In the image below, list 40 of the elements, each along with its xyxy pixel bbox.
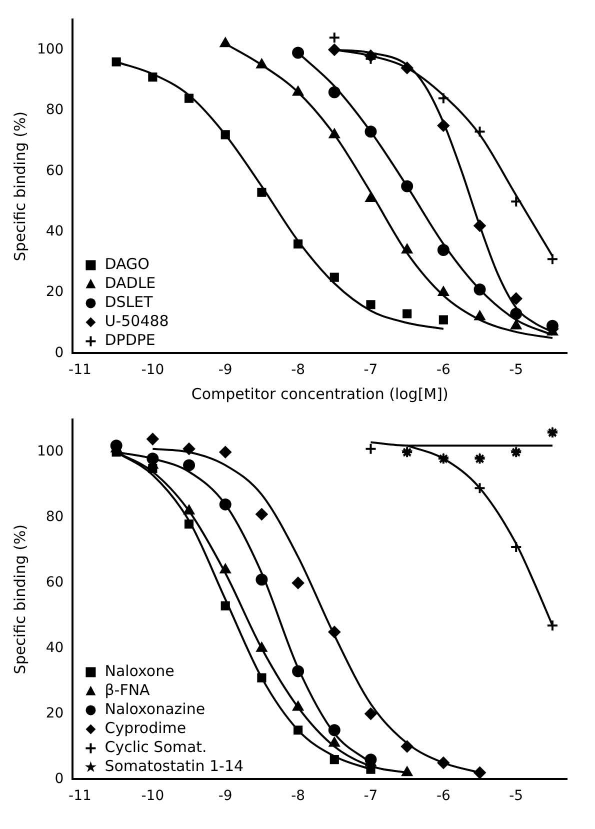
x-tick-label: -10 [141, 362, 164, 378]
y-tick-label: 40 [46, 223, 64, 240]
y-tick-label: 60 [46, 574, 64, 591]
legend-label: Cyprodime [104, 719, 186, 738]
x-tick-label: -6 [436, 788, 450, 804]
legend-label: DPDPE [104, 331, 156, 350]
x-tick-label: -7 [364, 362, 378, 378]
x-tick-label: -5 [509, 788, 524, 804]
x-tick-label: -11 [68, 788, 92, 804]
x-tick-label: -10 [141, 788, 164, 804]
legend-label: DADLE [104, 274, 156, 292]
legend-label: Naloxonazine [104, 700, 206, 718]
legend-label: Naloxone [104, 662, 174, 680]
y-tick-label: 0 [54, 344, 64, 361]
legend-label: Somatostatin 1-14 [104, 757, 244, 776]
x-tick-label: -9 [218, 362, 232, 378]
y-tick-label: 20 [46, 705, 64, 722]
x-tick-label: -8 [291, 362, 306, 378]
y-tick-label: 100 [36, 41, 64, 58]
x-axis-title: Competitor concentration (log[M]) [191, 384, 448, 403]
legend-label: U-50488 [104, 312, 169, 330]
x-tick-label: -9 [218, 788, 232, 804]
legend-label: β-FNA [104, 681, 151, 700]
legend-label: DSLET [104, 293, 154, 312]
y-tick-label: 60 [46, 162, 64, 179]
x-tick-label: -8 [291, 788, 306, 804]
y-tick-label: 0 [54, 770, 64, 787]
x-tick-label: -11 [68, 362, 92, 378]
x-tick-label: -6 [436, 362, 450, 378]
x-tick-label: -5 [509, 362, 524, 378]
y-axis-title: Specific binding (%) [10, 111, 29, 262]
y-axis-title: Specific binding (%) [10, 524, 29, 674]
y-tick-label: 100 [36, 444, 64, 460]
y-tick-label: 80 [46, 102, 64, 118]
x-tick-label: -7 [364, 788, 378, 804]
y-tick-label: 20 [46, 284, 64, 300]
legend-label: DAGO [104, 255, 150, 274]
y-tick-label: 40 [46, 640, 64, 656]
y-tick-label: 80 [46, 509, 64, 526]
legend-label: Cyclic Somat. [104, 738, 207, 756]
